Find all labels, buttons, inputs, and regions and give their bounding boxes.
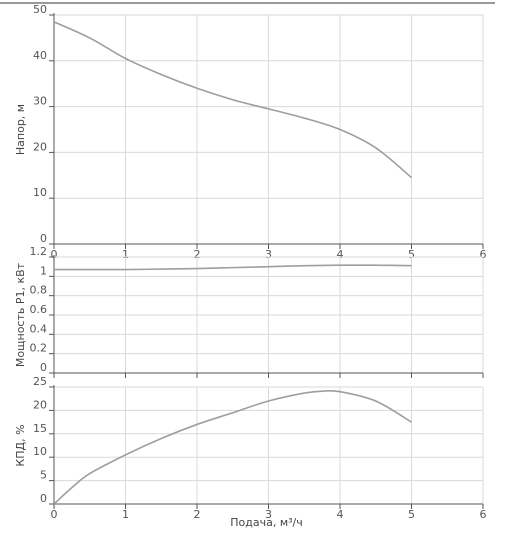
- power-y-tick-label: 0.6: [30, 303, 48, 316]
- head-x-tick-label: 3: [265, 248, 272, 261]
- power-y-tick-label: 1: [40, 264, 47, 277]
- head-x-tick-label: 4: [337, 248, 344, 261]
- head-y-axis-title: Напор, м: [14, 104, 27, 155]
- head-x-tick-label: 5: [408, 248, 415, 261]
- power-y-axis-title: Мощность P1, кВт: [14, 262, 27, 367]
- power-y-tick-label: 0.4: [30, 322, 48, 335]
- efficiency-y-tick-label: 20: [33, 398, 47, 411]
- efficiency-x-tick-label: 3: [265, 508, 272, 521]
- head-y-tick-label: 30: [33, 95, 47, 108]
- efficiency-chart: 0 5 10 15 20 25 0 1 2 3 4 5 6 КПД, % Подача, м³/ч: [14, 375, 487, 529]
- efficiency-y-tick-label: 15: [33, 422, 47, 435]
- efficiency-x-tick-label: 5: [408, 508, 415, 521]
- efficiency-x-tick-label: 6: [480, 508, 487, 521]
- head-chart: 0 10 20 30 40 50 0 1 2 3 4 5 6 Напор, м: [14, 3, 487, 261]
- efficiency-x-tick-label: 1: [122, 508, 129, 521]
- efficiency-y-tick-label: 25: [33, 375, 47, 388]
- efficiency-y-tick-label: 0: [40, 492, 47, 505]
- efficiency-curve: [53, 389, 412, 505]
- efficiency-y-tick-label: 10: [33, 445, 47, 458]
- efficiency-x-tick-label: 4: [337, 508, 344, 521]
- efficiency-y-tick-label: 5: [40, 469, 47, 482]
- head-y-tick-label: 0: [40, 232, 47, 245]
- head-y-tick-label: 40: [33, 49, 47, 62]
- efficiency-x-axis-title: Подача, м³/ч: [230, 516, 303, 529]
- power-y-tick-label: 1.2: [30, 245, 48, 258]
- head-y-tick-label: 10: [33, 186, 47, 199]
- head-y-tick-label: 20: [33, 140, 47, 153]
- efficiency-x-tick-label: 2: [194, 508, 201, 521]
- head-y-tick-label: 50: [33, 3, 47, 16]
- power-curve: [54, 264, 412, 271]
- power-y-tick-label: 0.8: [30, 284, 48, 297]
- head-x-tick-label: 0: [51, 248, 58, 261]
- efficiency-x-tick-label: 0: [51, 508, 58, 521]
- power-y-tick-label: 0: [40, 361, 47, 374]
- head-x-tick-label: 6: [480, 248, 487, 261]
- head-x-tick-label: 2: [194, 248, 201, 261]
- head-x-tick-label: 1: [122, 248, 129, 261]
- power-y-tick-label: 0.2: [30, 342, 48, 355]
- head-curve: [53, 21, 413, 179]
- efficiency-y-axis-title: КПД, %: [14, 424, 27, 466]
